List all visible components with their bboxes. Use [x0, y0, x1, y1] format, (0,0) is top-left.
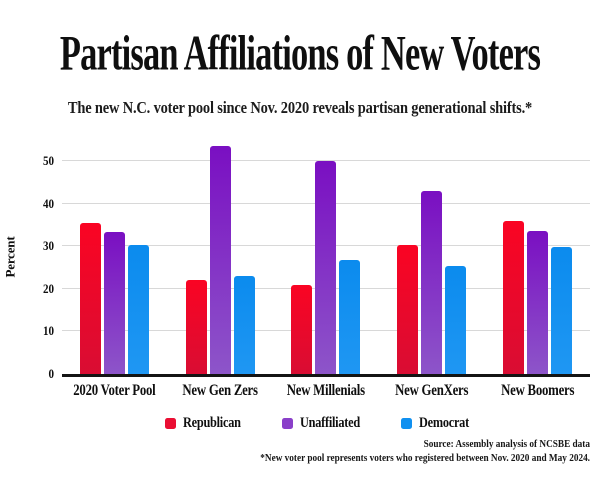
legend-swatch-democrat	[400, 418, 412, 429]
footnote-line: *New voter pool represents voters who re…	[260, 453, 590, 464]
legend-label-democrat: Democrat	[418, 415, 469, 431]
bar-republican-new-gen-zers	[185, 280, 207, 374]
y-tick-label-10: 10	[42, 323, 54, 339]
bar-republican-new-boomers	[502, 220, 524, 374]
category-label-text: New Boomers	[500, 382, 574, 399]
bar-unaffiliated-new-genxers	[421, 191, 443, 374]
category-label-new-gen-zers: New Gen Zers	[168, 382, 274, 400]
y-tick-label-30: 30	[42, 238, 54, 254]
y-tick-label-50: 50	[42, 153, 54, 169]
bar-unaffiliated-new-boomers	[526, 230, 548, 374]
category-label-new-genxers: New GenXers	[379, 382, 485, 400]
bar-democrat-new-gen-zers	[233, 276, 255, 374]
legend-label-unaffiliated: Unaffiliated	[299, 415, 360, 431]
category-label-new-boomers: New Boomers	[484, 382, 590, 400]
x-axis-labels: 2020 Voter Pool New Gen Zers New Millenial…	[62, 382, 590, 400]
y-tick-label-0: 0	[48, 366, 54, 381]
legend-item-democrat: Democrat	[400, 415, 480, 432]
gridline-50	[62, 160, 590, 162]
bar-groups	[62, 140, 590, 374]
plot-area: Percent 0 10 20 30 40 50	[2, 140, 590, 381]
source-line: Source: Assembly analysis of NCSBE data	[423, 439, 590, 450]
category-label-text: New Millenials	[286, 382, 366, 399]
category-label-text: 2020 Voter Pool	[73, 382, 156, 399]
legend-label-republican: Republican	[183, 415, 242, 431]
bar-group-new-genxers	[379, 140, 485, 374]
y-tick-label-40: 40	[42, 195, 54, 211]
bar-democrat-new-millenials	[339, 260, 361, 374]
bar-group-new-boomers	[484, 140, 590, 374]
legend-item-unaffiliated: Unaffiliated	[281, 415, 373, 432]
bar-republican-new-millenials	[291, 284, 313, 374]
legend: Republican Unaffiliated Democrat	[0, 415, 600, 432]
bar-group-new-gen-zers	[168, 140, 274, 374]
category-label-new-millenials: New Millenials	[273, 382, 379, 400]
bar-unaffiliated-2020-voter-pool	[104, 232, 126, 374]
y-axis-ticks: 0 10 20 30 40 50	[10, 140, 54, 381]
legend-item-republican: Republican	[165, 415, 253, 432]
legend-swatch-unaffiliated	[281, 418, 293, 429]
category-label-2020-voter-pool: 2020 Voter Pool	[62, 382, 168, 400]
category-label-text: New GenXers	[395, 382, 469, 399]
chart-title: Partisan Affiliations of New Voters	[59, 26, 541, 82]
bar-democrat-2020-voter-pool	[128, 245, 150, 374]
chart-subtitle: The new N.C. voter pool since Nov. 2020 …	[67, 98, 533, 117]
bar-republican-2020-voter-pool	[80, 222, 102, 374]
bar-group-new-millenials	[273, 140, 379, 374]
bar-group-2020-voter-pool	[62, 140, 168, 374]
footer-notes: Source: Assembly analysis of NCSBE data …	[0, 438, 600, 466]
legend-swatch-republican	[165, 418, 177, 429]
bar-unaffiliated-new-millenials	[315, 161, 337, 374]
category-label-text: New Gen Zers	[182, 382, 259, 399]
y-tick-label-20: 20	[42, 280, 54, 296]
bar-unaffiliated-new-gen-zers	[209, 146, 231, 374]
bar-republican-new-genxers	[397, 245, 419, 374]
bar-democrat-new-genxers	[445, 266, 467, 374]
bar-democrat-new-boomers	[550, 247, 572, 374]
